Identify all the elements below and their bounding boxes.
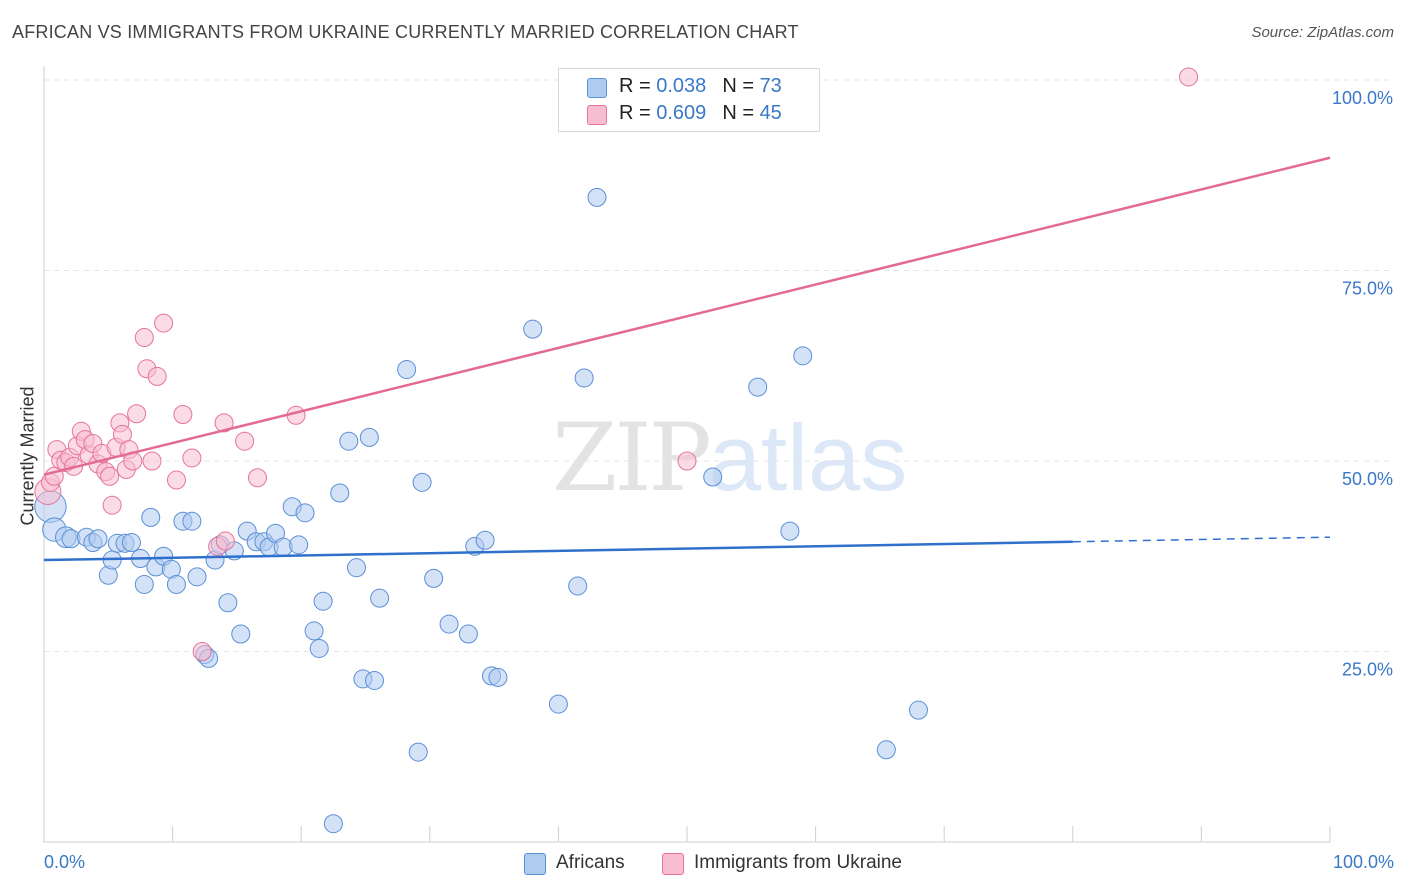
africans-point-58 bbox=[488, 667, 508, 687]
africans-n-label: N = bbox=[722, 75, 760, 97]
ukraine-point-17 bbox=[102, 495, 122, 515]
africans-point-40 bbox=[313, 591, 333, 611]
africans-r-value: 0.038 bbox=[656, 75, 707, 97]
ukraine-point-37 bbox=[235, 431, 255, 451]
ukraine-point-25 bbox=[134, 328, 154, 348]
ukraine-legend-label: Immigrants from Ukraine bbox=[694, 852, 902, 873]
ukraine-swatch bbox=[587, 105, 607, 125]
africans-point-28 bbox=[231, 624, 251, 644]
africans-point-54 bbox=[458, 624, 478, 644]
y-tick-label-1: 50.0% bbox=[1342, 469, 1393, 489]
africans-point-50 bbox=[408, 742, 428, 762]
africans-point-69 bbox=[908, 700, 928, 720]
ukraine-point-29 bbox=[154, 313, 174, 333]
x-axis-max-label: 100.0% bbox=[1332, 852, 1394, 872]
ukraine-point-31 bbox=[173, 405, 193, 425]
africans-point-6 bbox=[88, 529, 108, 549]
series-legend: Africans Immigrants from Ukraine bbox=[0, 850, 1406, 880]
africans-point-59 bbox=[523, 319, 543, 339]
africans-point-60 bbox=[548, 694, 568, 714]
africans-point-21 bbox=[187, 567, 207, 587]
africans-points bbox=[34, 187, 928, 834]
ukraine-point-32 bbox=[182, 448, 202, 468]
ukraine-point-40 bbox=[677, 451, 697, 471]
africans-point-52 bbox=[424, 568, 444, 588]
africans-point-67 bbox=[793, 346, 813, 366]
africans-point-63 bbox=[587, 187, 607, 207]
africans-swatch bbox=[587, 78, 607, 98]
africans-point-14 bbox=[141, 507, 161, 527]
ukraine-point-30 bbox=[166, 470, 186, 490]
africans-trend-line bbox=[43, 540, 1073, 562]
ukraine-points bbox=[34, 67, 1199, 661]
africans-r-label: R = bbox=[619, 75, 657, 97]
africans-point-43 bbox=[339, 431, 359, 451]
ukraine-n-value: 45 bbox=[759, 102, 782, 124]
africans-point-20 bbox=[182, 511, 202, 531]
africans-point-41 bbox=[323, 814, 343, 834]
ukraine-point-27 bbox=[142, 451, 162, 471]
africans-point-38 bbox=[304, 621, 324, 641]
africans-point-68 bbox=[876, 740, 896, 760]
africans-point-39 bbox=[309, 638, 329, 658]
africans-point-53 bbox=[439, 614, 459, 634]
ukraine-point-24 bbox=[127, 404, 147, 424]
africans-point-48 bbox=[370, 588, 390, 608]
africans-point-11 bbox=[121, 533, 141, 553]
ukraine-point-33 bbox=[192, 642, 212, 661]
africans-point-44 bbox=[346, 558, 366, 578]
africans-point-56 bbox=[475, 530, 495, 550]
ukraine-point-28 bbox=[147, 366, 167, 386]
africans-point-49 bbox=[397, 360, 417, 380]
africans-n-value: 73 bbox=[759, 75, 782, 97]
africans-legend-swatch bbox=[524, 853, 546, 875]
africans-point-47 bbox=[365, 670, 385, 690]
watermark: ZIPatlas bbox=[552, 404, 907, 513]
ukraine-point-38 bbox=[247, 468, 267, 488]
africans-point-51 bbox=[412, 472, 432, 492]
africans-point-42 bbox=[330, 483, 350, 503]
x-axis-min-label: 0.0% bbox=[44, 852, 86, 872]
africans-trend-extension bbox=[1072, 536, 1331, 543]
africans-point-64 bbox=[703, 467, 723, 487]
correlation-legend: R = 0.038 N = 73 R = 0.609 N = 45 bbox=[558, 68, 820, 132]
ukraine-trend-line bbox=[43, 156, 1331, 476]
ukraine-r-label: R = bbox=[619, 102, 657, 124]
ukraine-point-16 bbox=[100, 466, 120, 486]
axes bbox=[43, 66, 1331, 843]
africans-point-46 bbox=[359, 427, 379, 447]
source-label: Source: ZipAtlas.com bbox=[1251, 24, 1394, 41]
africans-point-18 bbox=[166, 574, 186, 594]
ukraine-point-41 bbox=[1179, 67, 1199, 87]
africans-point-62 bbox=[574, 368, 594, 388]
y-tick-label-3: 100.0% bbox=[1332, 88, 1393, 108]
ukraine-point-35 bbox=[215, 531, 235, 551]
ukraine-r-value: 0.609 bbox=[656, 102, 707, 124]
grid-lines bbox=[44, 79, 1392, 652]
ukraine-point-36 bbox=[214, 413, 234, 433]
y-axis-label: Currently Married bbox=[17, 386, 38, 526]
y-tick-labels: 25.0% 50.0% 75.0% 100.0% bbox=[1332, 88, 1393, 680]
chart-title: AFRICAN VS IMMIGRANTS FROM UKRAINE CURRE… bbox=[12, 22, 799, 42]
africans-point-26 bbox=[218, 593, 238, 613]
ukraine-legend-swatch bbox=[662, 853, 684, 875]
trend-lines bbox=[43, 156, 1331, 562]
africans-legend-label: Africans bbox=[556, 852, 625, 873]
africans-point-37 bbox=[295, 503, 315, 523]
ukraine-n-label: N = bbox=[722, 102, 760, 124]
africans-point-66 bbox=[780, 521, 800, 541]
africans-point-61 bbox=[568, 576, 588, 596]
africans-point-13 bbox=[134, 574, 154, 594]
africans-point-65 bbox=[748, 377, 768, 397]
y-tick-label-2: 75.0% bbox=[1342, 279, 1393, 299]
watermark-atlas: atlas bbox=[708, 405, 908, 510]
y-tick-label-0: 25.0% bbox=[1342, 660, 1393, 680]
africans-point-36 bbox=[289, 535, 309, 555]
